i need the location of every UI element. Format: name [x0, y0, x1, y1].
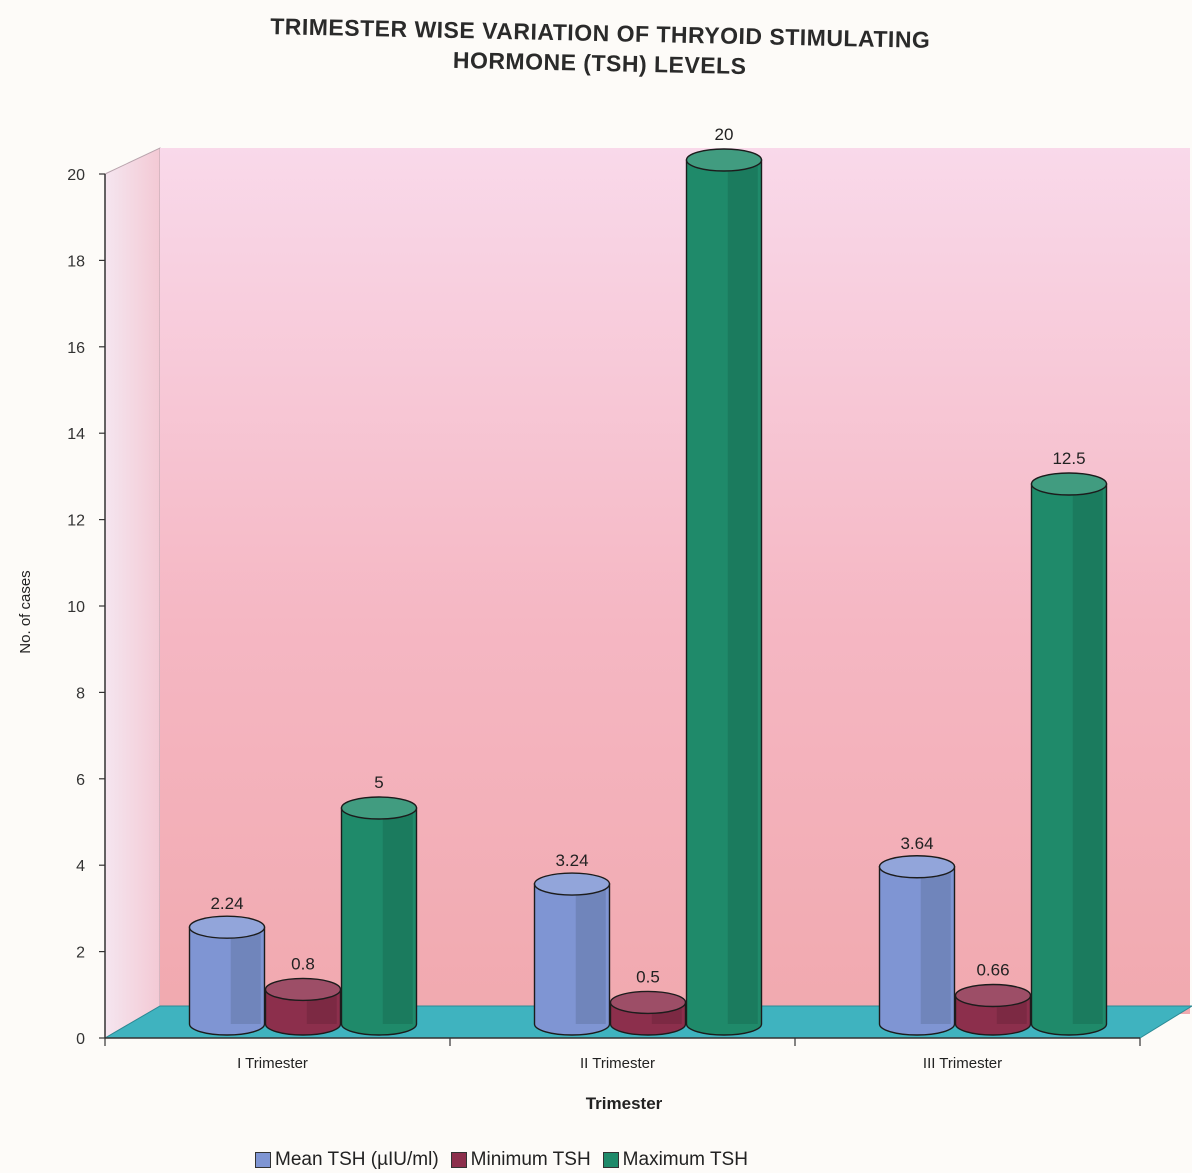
y-axis: 0 2 4 6 8 10 12 14 16 18 20: [67, 167, 106, 1048]
legend-swatch: [602, 1152, 619, 1168]
y-tick-label: 8: [76, 685, 85, 702]
y-tick-label: 18: [67, 253, 85, 270]
x-tick-label: III Trimester: [923, 1055, 1002, 1072]
x-tick-label: II Trimester: [580, 1055, 655, 1072]
data-label: 20: [715, 125, 734, 144]
y-tick-label: 16: [67, 340, 85, 357]
bar-top: [340, 796, 418, 820]
bar: [340, 796, 418, 1036]
legend-swatch: [450, 1152, 467, 1168]
bar-shade: [727, 160, 758, 1024]
y-tick-label: 2: [76, 945, 85, 962]
y-tick-label: 14: [67, 426, 85, 443]
x-axis-label: Trimester: [586, 1094, 663, 1113]
bar-body: [188, 926, 266, 1036]
data-label: 2.24: [210, 894, 243, 913]
legend-item: Maximum TSH: [602, 1149, 748, 1171]
legend-item: Mean TSH (µIU/ml): [255, 1149, 439, 1171]
legend: Mean TSH (µIU/ml) Minimum TSH Maximum TSH: [255, 1149, 955, 1171]
data-label: 12.5: [1052, 449, 1085, 468]
legend-item: Minimum TSH: [450, 1149, 591, 1171]
bar-body: [264, 988, 342, 1036]
bar-body: [533, 883, 611, 1036]
bar-top: [609, 990, 687, 1015]
data-label: 3.24: [555, 851, 588, 870]
bar: [609, 990, 687, 1036]
bars: 2.24 0.8 5 3.24 0.5 20 3.64 0.66 12.5: [188, 125, 1108, 1036]
x-tick-label: I Trimester: [237, 1055, 308, 1072]
y-tick-label: 12: [67, 513, 85, 530]
data-label: 0.5: [636, 967, 660, 986]
bar-shade: [1072, 484, 1103, 1024]
y-tick-label: 6: [76, 772, 85, 789]
bar-body: [878, 866, 956, 1036]
x-axis: I Trimester II Trimester III Trimester: [104, 1037, 1141, 1072]
bar-body: [1030, 483, 1108, 1036]
bar-shade: [382, 808, 413, 1024]
bar: [954, 983, 1032, 1036]
bar-shade: [920, 866, 951, 1024]
bar-shade: [575, 884, 606, 1024]
legend-label: Maximum TSH: [622, 1149, 748, 1170]
y-tick-label: 0: [76, 1031, 85, 1048]
legend-swatch: [255, 1152, 271, 1168]
bar-body: [340, 807, 418, 1036]
bar: [533, 872, 611, 1036]
bar-top: [685, 148, 763, 172]
y-tick-label: 4: [76, 858, 85, 875]
legend-label: Mean TSH (µIU/ml): [275, 1149, 439, 1170]
bar-top: [533, 872, 611, 896]
bar-top: [1030, 472, 1108, 496]
data-label: 0.66: [976, 960, 1009, 979]
bar: [685, 148, 763, 1036]
bar: [188, 915, 266, 1036]
bar: [1030, 472, 1108, 1036]
data-label: 0.8: [291, 954, 315, 973]
plot-background: [103, 147, 1192, 1039]
y-axis-label: No. of cases: [17, 570, 34, 653]
bar-shade: [230, 927, 261, 1024]
plot-side-wall: [104, 147, 161, 1039]
legend-label: Minimum TSH: [470, 1149, 591, 1170]
data-label: 3.64: [900, 834, 933, 853]
bar-top: [188, 915, 266, 939]
y-tick-label: 10: [67, 599, 85, 616]
bar-top: [954, 983, 1032, 1008]
bar-chart: 0 2 4 6 8 10 12 14 16 18 20 I Trimester II Trimeste…: [17, 125, 1192, 1113]
bar: [878, 855, 956, 1036]
bar-top: [878, 855, 956, 879]
y-tick-label: 20: [67, 167, 85, 184]
plot-back-wall: [160, 148, 1190, 1014]
bar: [264, 977, 342, 1036]
bar-top: [264, 977, 342, 1002]
data-label: 5: [374, 773, 383, 792]
bar-body: [685, 159, 763, 1036]
